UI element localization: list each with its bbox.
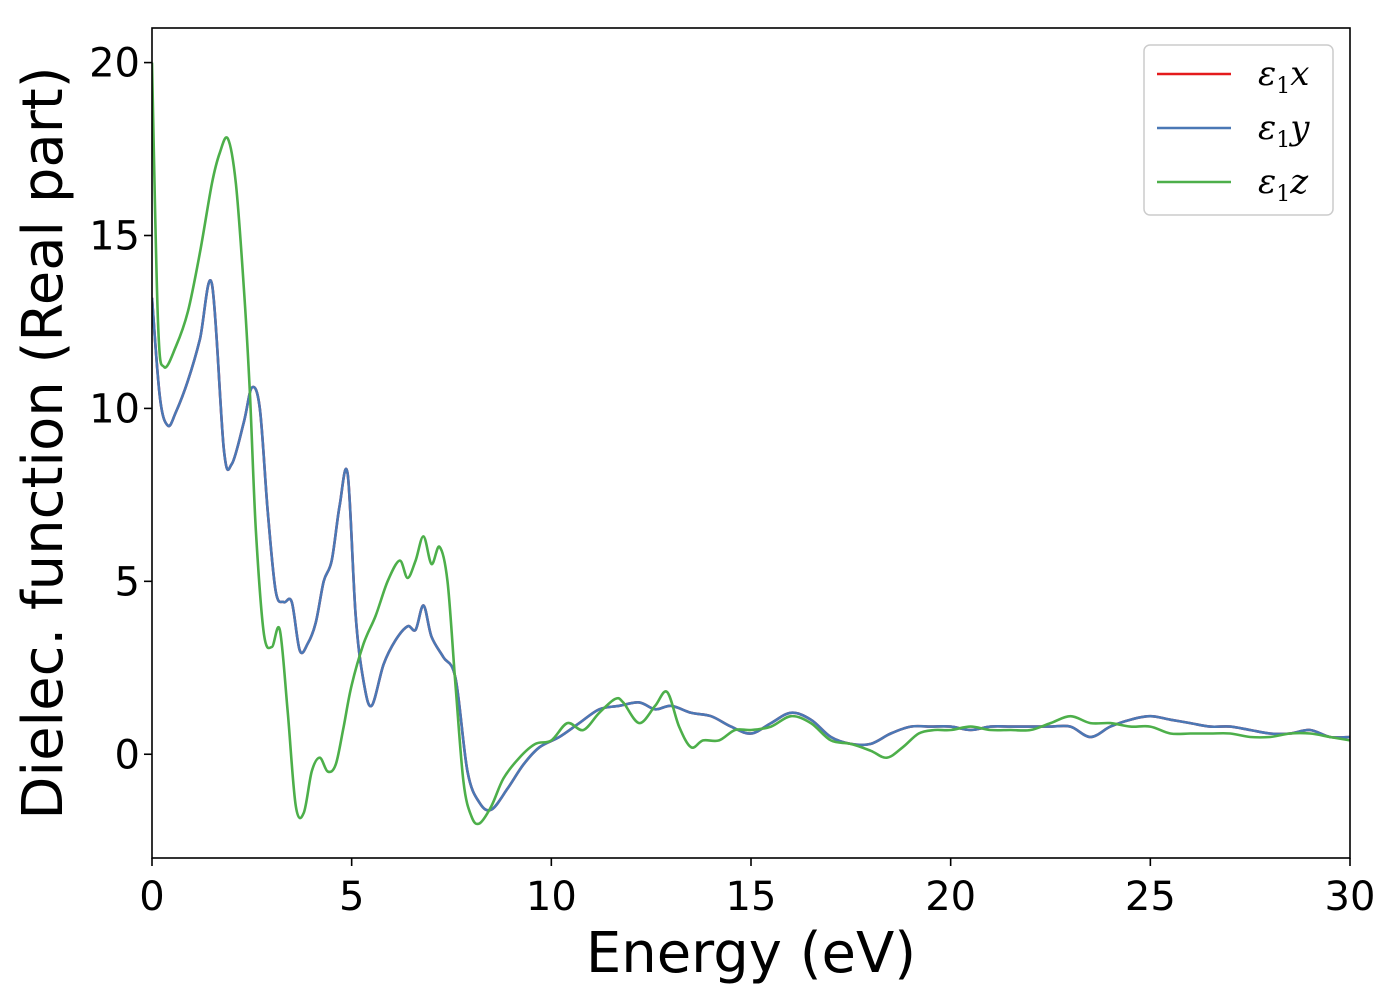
- x-tick-label: 10: [526, 874, 577, 920]
- x-tick-label: 0: [139, 874, 164, 920]
- y-tick-label: 0: [115, 732, 140, 778]
- legend: ε1x ε1y ε1z: [1143, 44, 1334, 216]
- legend-label-z: ε1z: [1258, 162, 1309, 207]
- x-tick-label: 30: [1325, 874, 1376, 920]
- legend-label-y: ε1y: [1258, 108, 1310, 153]
- x-tick-label: 25: [1125, 874, 1176, 920]
- series-line-y: [152, 279, 1350, 812]
- y-tick-label: 20: [89, 41, 140, 87]
- y-axis-ticks: 0 5 10 15 20: [89, 41, 152, 778]
- series-layer: [152, 62, 1350, 826]
- x-axis-ticks: 0 5 10 15 20 25 30: [139, 858, 1375, 920]
- legend-box: [1143, 44, 1334, 216]
- y-tick-label: 15: [89, 214, 140, 260]
- legend-label-x: ε1x: [1258, 54, 1309, 99]
- x-tick-label: 20: [925, 874, 976, 920]
- x-tick-label: 15: [726, 874, 777, 920]
- series-line-z: [152, 62, 1350, 826]
- y-tick-label: 10: [89, 386, 140, 432]
- y-axis-label: Dielec. function (Real part): [11, 66, 76, 819]
- x-tick-label: 5: [339, 874, 364, 920]
- x-axis-label: Energy (eV): [586, 921, 916, 986]
- y-tick-label: 5: [115, 559, 140, 605]
